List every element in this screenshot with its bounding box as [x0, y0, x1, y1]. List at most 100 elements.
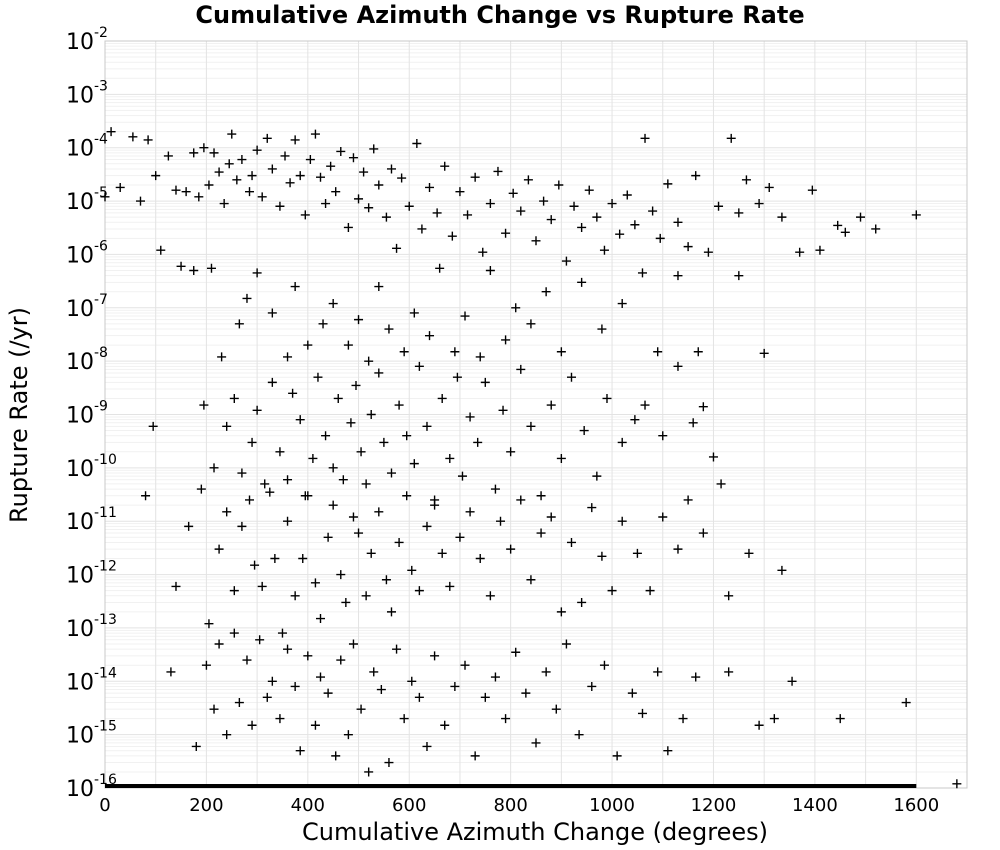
- data-point: [437, 548, 447, 558]
- data-point: [310, 720, 320, 730]
- data-point: [189, 265, 199, 275]
- grid-lines: [105, 40, 967, 789]
- data-point: [734, 208, 744, 218]
- data-point: [409, 308, 419, 318]
- data-point: [447, 231, 457, 241]
- data-point: [655, 233, 665, 243]
- data-point: [399, 347, 409, 357]
- data-point: [214, 639, 224, 649]
- data-point: [506, 447, 516, 457]
- data-point: [237, 468, 247, 478]
- x-axis-ticks: 0 200 400 600 800 1000 1200 1400 1600: [99, 795, 939, 816]
- data-point: [354, 528, 364, 538]
- data-point: [166, 667, 176, 677]
- data-point: [321, 199, 331, 209]
- data-point: [734, 271, 744, 281]
- data-point: [366, 548, 376, 558]
- data-point: [227, 129, 237, 139]
- data-point: [787, 676, 797, 686]
- data-point: [209, 463, 219, 473]
- data-point: [460, 311, 470, 321]
- data-point: [457, 471, 467, 481]
- data-point: [386, 164, 396, 174]
- data-point: [305, 155, 315, 165]
- data-point: [135, 196, 145, 206]
- data-point: [237, 521, 247, 531]
- data-point: [229, 628, 239, 638]
- data-point: [414, 586, 424, 596]
- data-point: [303, 491, 313, 501]
- data-point: [283, 352, 293, 362]
- y-axis-label: Rupture Rate (/yr): [5, 307, 33, 523]
- data-point: [856, 212, 866, 222]
- data-point: [584, 185, 594, 195]
- data-point: [369, 144, 379, 154]
- data-point: [384, 758, 394, 768]
- data-point: [475, 554, 485, 564]
- data-point: [128, 132, 138, 142]
- data-point: [551, 704, 561, 714]
- data-point: [587, 503, 597, 513]
- data-point: [901, 698, 911, 708]
- data-point: [151, 171, 161, 181]
- data-point: [326, 161, 336, 171]
- data-point: [290, 135, 300, 145]
- data-point: [247, 720, 257, 730]
- data-point: [597, 324, 607, 334]
- data-point: [597, 551, 607, 561]
- data-point: [463, 210, 473, 220]
- data-point: [341, 597, 351, 607]
- data-point: [430, 500, 440, 510]
- data-point: [323, 532, 333, 542]
- data-point: [592, 212, 602, 222]
- data-point: [708, 452, 718, 462]
- data-point: [328, 500, 338, 510]
- x-tick-label: 200: [189, 795, 223, 816]
- data-point: [328, 463, 338, 473]
- data-point: [374, 180, 384, 190]
- data-point: [252, 145, 262, 155]
- data-point: [245, 187, 255, 197]
- data-point: [574, 730, 584, 740]
- data-point: [871, 224, 881, 234]
- y-tick-label: 10-15: [66, 719, 117, 749]
- y-tick-label: 10-9: [66, 399, 108, 429]
- data-point: [194, 192, 204, 202]
- data-point: [430, 651, 440, 661]
- data-point: [106, 127, 116, 137]
- data-point: [714, 201, 724, 211]
- data-point: [556, 607, 566, 617]
- data-point: [237, 155, 247, 165]
- data-point: [592, 471, 602, 481]
- x-tick-label: 400: [291, 795, 325, 816]
- data-point: [435, 263, 445, 273]
- data-point: [683, 242, 693, 252]
- data-point: [336, 570, 346, 580]
- data-point: [336, 146, 346, 156]
- data-point: [536, 491, 546, 501]
- data-point: [516, 364, 526, 374]
- data-point: [617, 516, 627, 526]
- data-point: [566, 372, 576, 382]
- data-point: [501, 714, 511, 724]
- data-point: [280, 151, 290, 161]
- data-point: [381, 212, 391, 222]
- data-point: [632, 548, 642, 558]
- y-tick-label: 10-7: [66, 292, 108, 322]
- data-point: [402, 431, 412, 441]
- data-point: [577, 222, 587, 232]
- data-point: [310, 129, 320, 139]
- data-point: [599, 660, 609, 670]
- x-tick-label: 0: [99, 795, 110, 816]
- data-point: [698, 528, 708, 538]
- data-point: [397, 173, 407, 183]
- data-point: [425, 331, 435, 341]
- data-point: [673, 271, 683, 281]
- data-point: [189, 148, 199, 158]
- data-point: [473, 437, 483, 447]
- data-point: [754, 199, 764, 209]
- data-point: [356, 704, 366, 714]
- data-point: [658, 512, 668, 522]
